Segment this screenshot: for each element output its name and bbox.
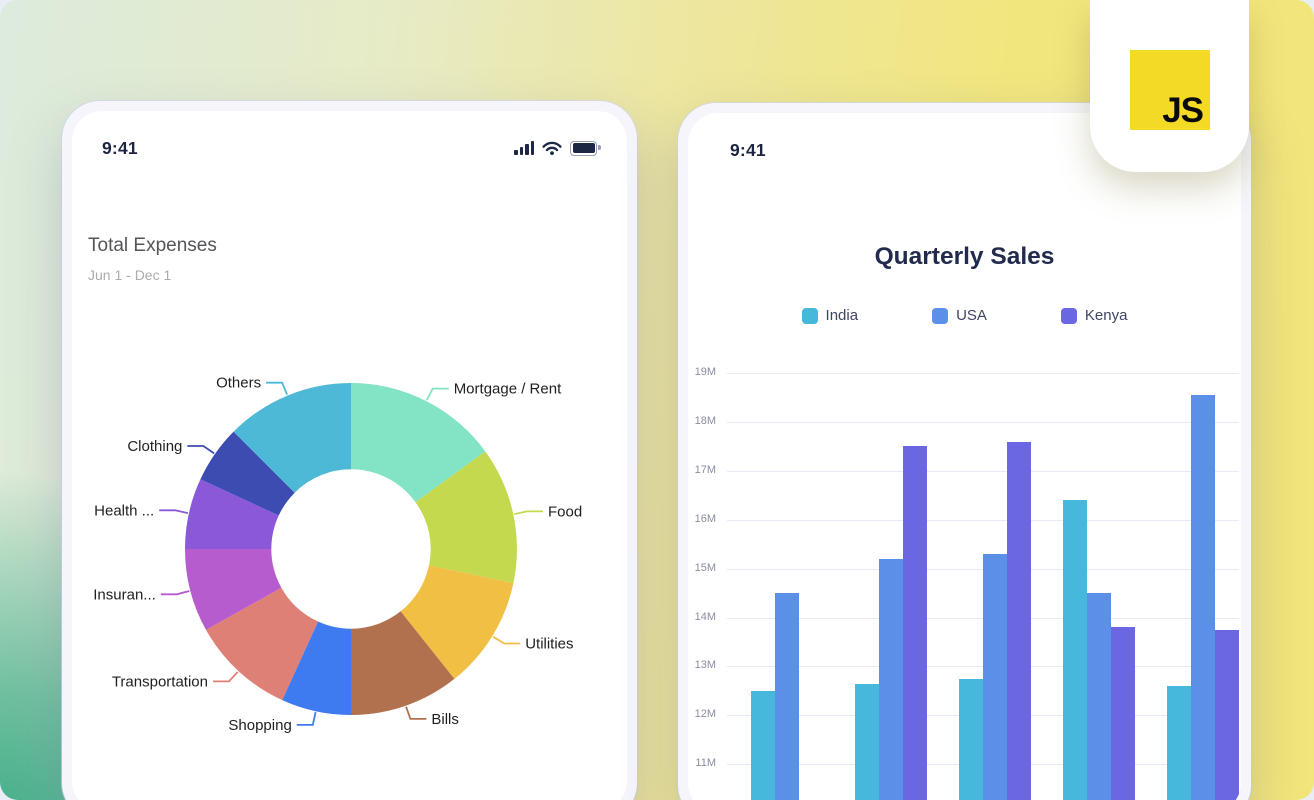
y-axis-tick-label: 13M <box>694 659 716 672</box>
status-time: 9:41 <box>730 139 766 160</box>
donut-slice-label: Mortgage / Rent <box>454 381 562 398</box>
bar-usa-group3[interactable] <box>983 553 1007 800</box>
donut-slice-clothing[interactable] <box>200 431 295 516</box>
donut-label-connector <box>405 706 427 720</box>
expenses-header: Total Expenses Jun 1 - Dec 1 <box>88 235 217 283</box>
donut-slice-insuran[interactable] <box>184 549 282 630</box>
donut-slice-health[interactable] <box>185 479 279 549</box>
chart-title: Total Expenses <box>88 235 217 256</box>
donut-label-connector <box>514 510 543 515</box>
bar-kenya-group5[interactable] <box>1215 629 1239 800</box>
legend-label: India <box>825 307 859 324</box>
bar-usa-group2[interactable] <box>879 558 903 800</box>
donut-slice-label: Others <box>216 375 261 392</box>
bar-india-group2[interactable] <box>855 683 879 800</box>
donut-label-connector <box>160 590 190 596</box>
sales-bar-plot <box>727 373 1239 800</box>
donut-slice-transportation[interactable] <box>206 587 318 701</box>
donut-slice-others[interactable] <box>233 383 351 493</box>
phone-screen-expenses: 9:41 Total Expenses Jun 1 - Dec 1 Mortga… <box>72 111 627 800</box>
chart-subtitle: Jun 1 - Dec 1 <box>88 267 172 283</box>
donut-slice-shopping[interactable] <box>282 621 351 716</box>
status-bar: 9:41 <box>72 135 627 161</box>
donut-slice-bills[interactable] <box>351 611 455 715</box>
donut-slice-label: Insuran... <box>93 586 156 603</box>
phone-mockup-expenses: 9:41 Total Expenses Jun 1 - Dec 1 Mortga… <box>62 101 637 800</box>
bar-kenya-group4[interactable] <box>1111 627 1135 800</box>
javascript-logo-text: JS <box>1162 91 1204 130</box>
donut-slice-label: Food <box>548 503 582 520</box>
donut-label-connector <box>213 671 239 683</box>
legend-swatch-india <box>801 307 818 324</box>
javascript-logo-icon: JS <box>1130 50 1210 130</box>
gridline <box>727 519 1239 521</box>
phone-screen-sales: 9:41 Quarterly Sales India USA Kenya 19M… <box>688 113 1241 800</box>
y-axis-tick-label: 16M <box>694 512 716 525</box>
donut-slice-label: Clothing <box>127 438 182 455</box>
donut-slice-label: Health ... <box>94 502 154 519</box>
wifi-icon <box>542 141 562 156</box>
cellular-signal-icon <box>514 141 534 155</box>
donut-slice-label: Transportation <box>112 673 208 690</box>
phone-mockup-sales: 9:41 Quarterly Sales India USA Kenya 19M… <box>678 103 1251 800</box>
donut-slice-label: Bills <box>431 711 459 728</box>
y-axis-tick-label: 18M <box>694 414 716 427</box>
legend-label: Kenya <box>1084 307 1128 324</box>
y-axis-tick-label: 14M <box>694 610 716 623</box>
legend-item-kenya[interactable]: Kenya <box>1060 307 1128 324</box>
legend-label: USA <box>956 307 987 324</box>
bar-india-group5[interactable] <box>1167 686 1191 800</box>
y-axis-tick-label: 19M <box>694 366 716 378</box>
status-time: 9:41 <box>102 137 138 158</box>
donut-label-connector <box>266 381 288 396</box>
bar-kenya-group2[interactable] <box>903 446 927 800</box>
donut-label-connector <box>492 635 521 645</box>
bar-usa-group5[interactable] <box>1191 395 1215 800</box>
status-bar: 9:41 <box>688 137 1241 163</box>
gridline <box>727 470 1239 472</box>
donut-slice-label: Shopping <box>228 717 291 734</box>
donut-label-connector <box>187 445 215 455</box>
javascript-badge-card: JS <box>1090 0 1249 172</box>
battery-icon <box>570 140 601 156</box>
gridline <box>727 421 1239 423</box>
gridline <box>727 373 1239 374</box>
expenses-doughnut-chart: Mortgage / Rent Food Utilities Bills Shoppin… <box>93 375 582 734</box>
y-axis-tick-label: 15M <box>694 561 716 574</box>
bar-usa-group1[interactable] <box>775 593 799 800</box>
legend-item-usa[interactable]: USA <box>932 307 987 324</box>
donut-slice-utilities[interactable] <box>400 565 514 679</box>
chart-title: Quarterly Sales <box>874 243 1055 270</box>
donut-label-connector <box>159 509 189 514</box>
donut-label-connector <box>425 387 449 401</box>
bar-india-group3[interactable] <box>959 678 983 800</box>
bar-india-group1[interactable] <box>751 690 775 800</box>
chart-legend: India USA Kenya <box>688 307 1241 324</box>
y-axis-tick-label: 11M <box>695 757 716 770</box>
y-axis-tick-label: 12M <box>694 708 716 721</box>
legend-swatch-kenya <box>1060 307 1077 324</box>
legend-item-india[interactable]: India <box>801 307 859 324</box>
y-axis-tick-label: 17M <box>694 463 716 476</box>
donut-label-connector <box>296 712 317 726</box>
legend-swatch-usa <box>932 307 949 324</box>
donut-slice-label: Utilities <box>525 636 573 653</box>
bar-kenya-group3[interactable] <box>1007 441 1031 800</box>
bar-india-group4[interactable] <box>1063 500 1087 800</box>
status-icons <box>514 140 601 156</box>
donut-slice-mortgage-rent[interactable] <box>351 383 486 503</box>
donut-slice-food[interactable] <box>415 451 517 584</box>
bar-usa-group4[interactable] <box>1087 593 1111 800</box>
